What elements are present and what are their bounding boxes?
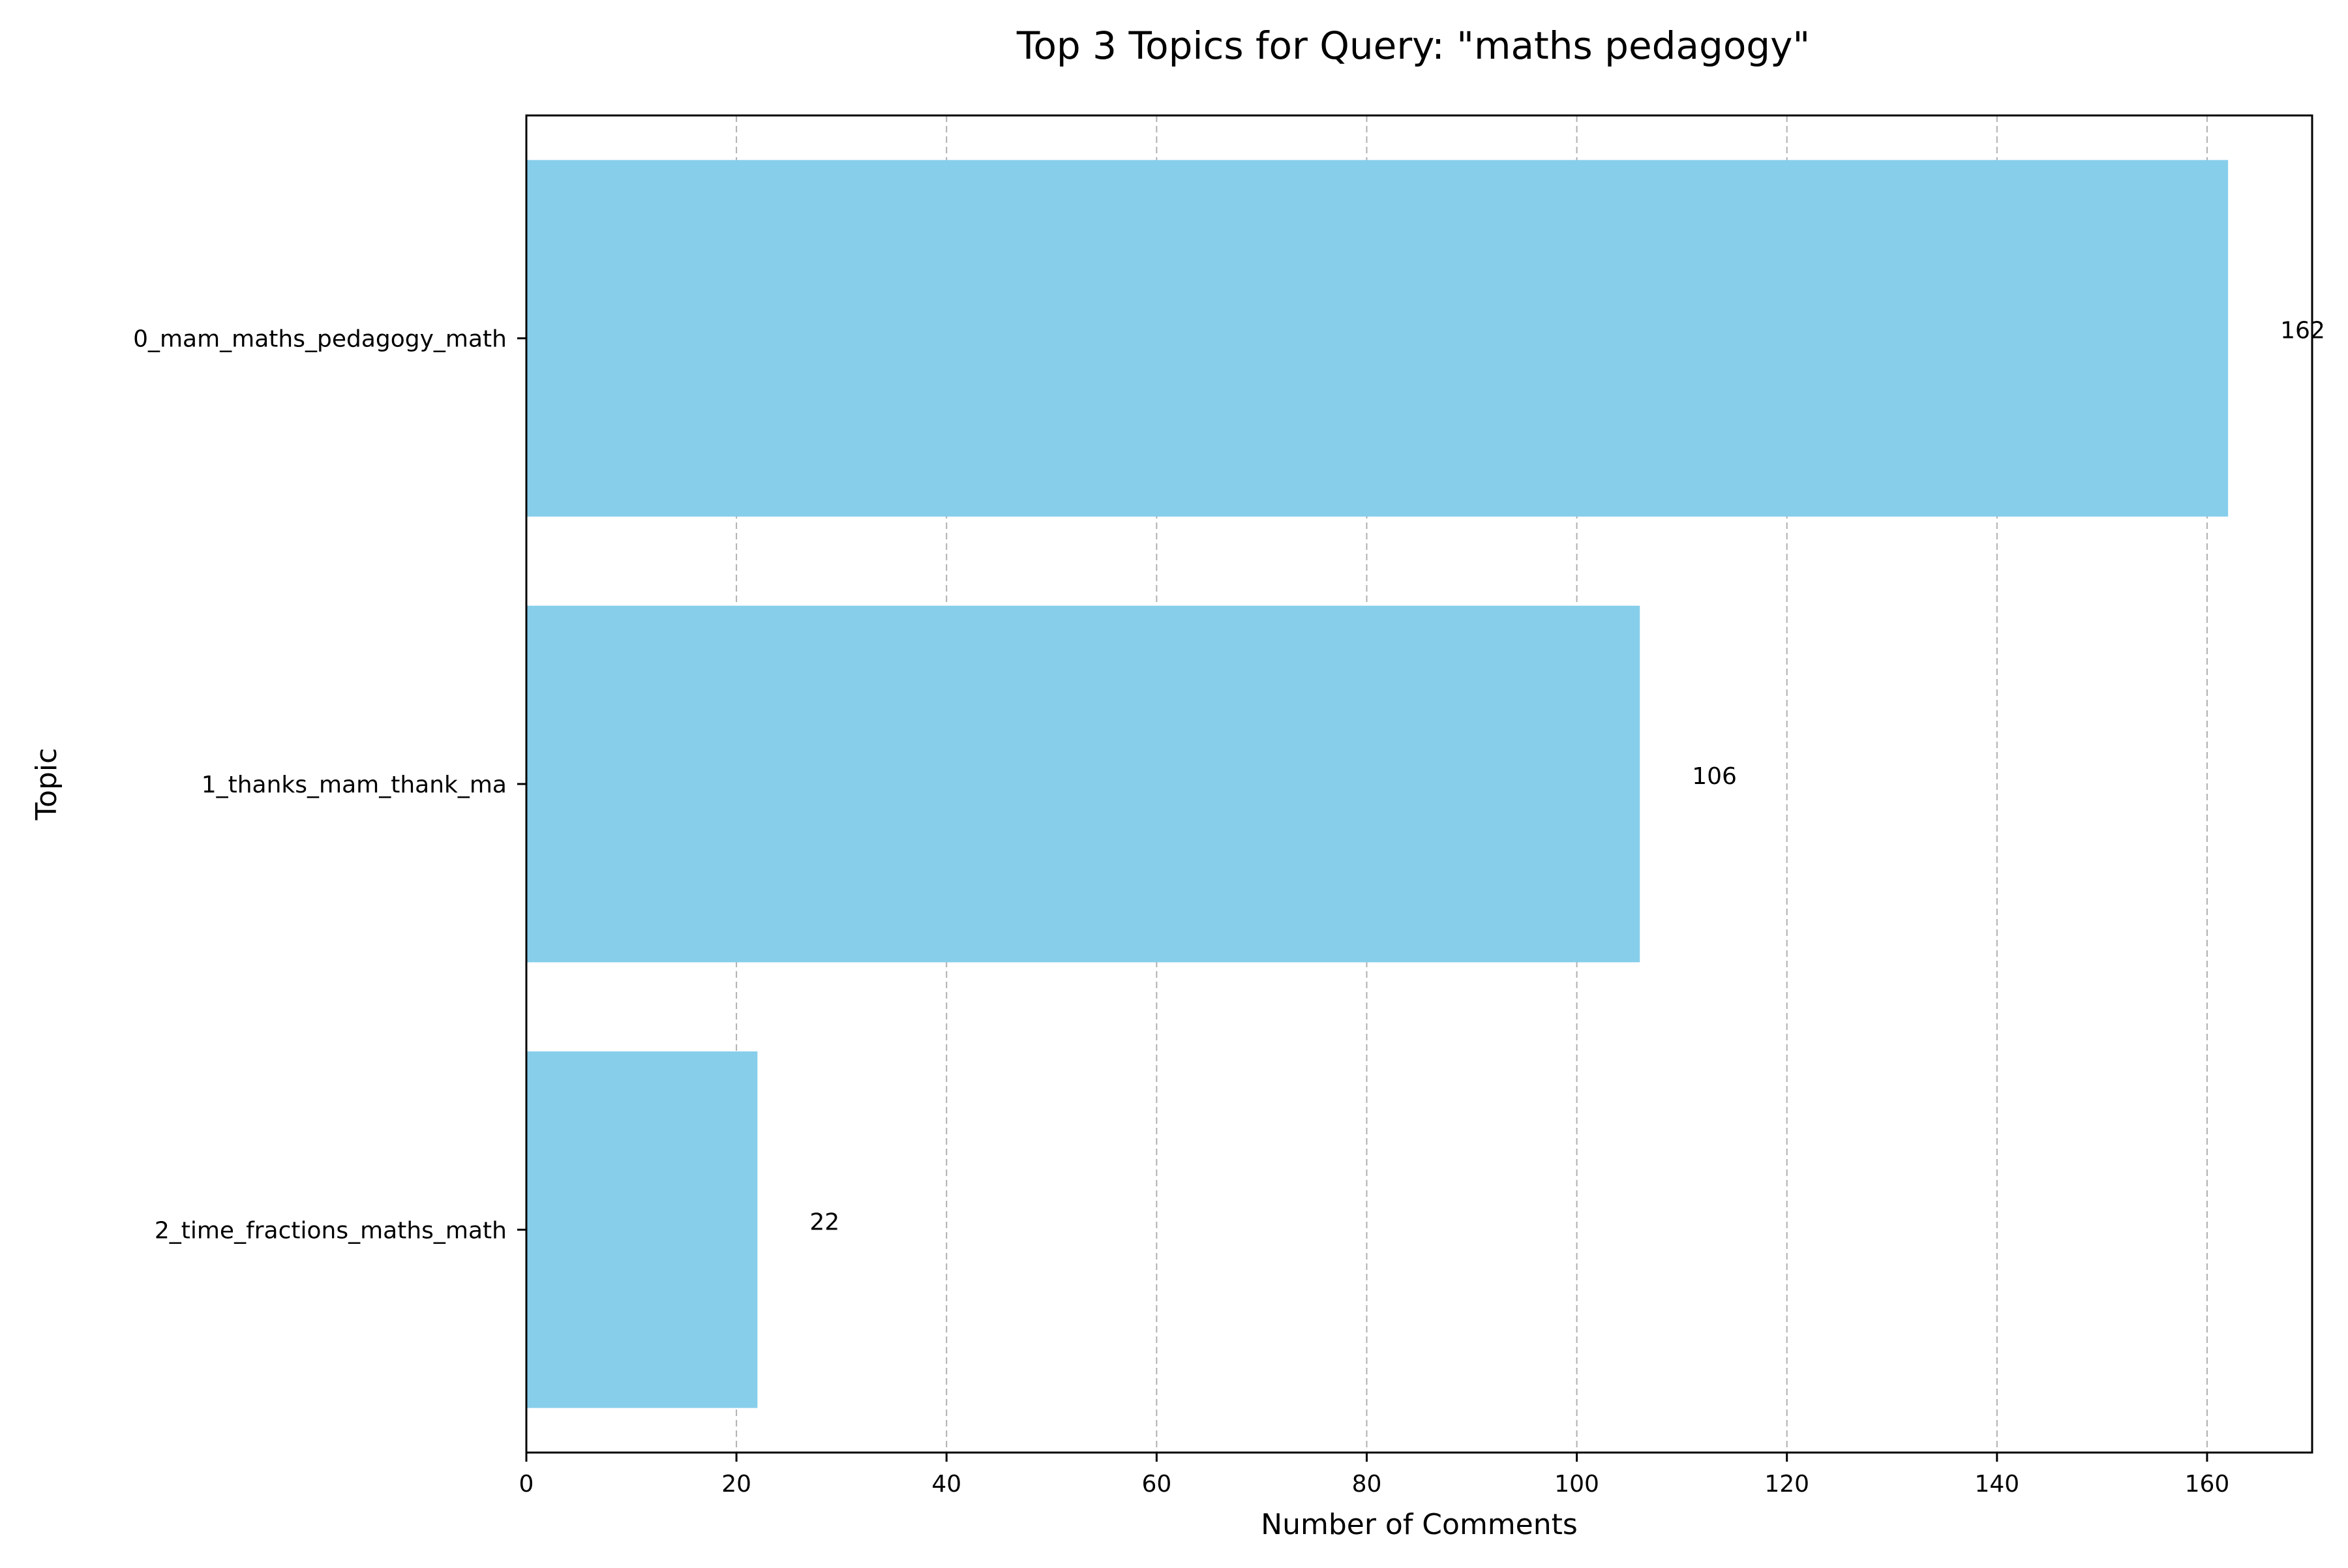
x-tick-label: 160 bbox=[2185, 1471, 2230, 1498]
y-tick-label: 1_thanks_mam_thank_ma bbox=[202, 772, 507, 798]
x-tick-label: 80 bbox=[1352, 1471, 1382, 1498]
x-tick-label: 140 bbox=[1974, 1471, 2019, 1498]
y-tick-label: 0_mam_maths_pedagogy_math bbox=[133, 326, 507, 353]
x-tick-label: 60 bbox=[1141, 1471, 1171, 1498]
bar-1 bbox=[526, 605, 1640, 963]
x-tick-label: 0 bbox=[519, 1471, 534, 1498]
bar-2 bbox=[526, 1051, 758, 1408]
x-tick-label: 120 bbox=[1764, 1471, 1809, 1498]
y-tick-label: 2_time_fractions_maths_math bbox=[155, 1217, 507, 1244]
x-tick-label: 40 bbox=[931, 1471, 961, 1498]
data-label: 162 bbox=[2280, 318, 2325, 344]
chart-title: Top 3 Topics for Query: "maths pedagogy" bbox=[1016, 23, 1810, 68]
x-tick-label: 20 bbox=[721, 1471, 751, 1498]
x-axis-ticks: 0 20 40 60 80 100 120 140 160 bbox=[519, 1453, 2230, 1498]
bars bbox=[526, 160, 2229, 1408]
data-label: 22 bbox=[809, 1209, 839, 1235]
y-axis-label: Topic bbox=[30, 748, 63, 821]
data-label: 106 bbox=[1692, 763, 1737, 790]
x-axis-label: Number of Comments bbox=[1261, 1508, 1578, 1541]
y-axis-ticks: 0_mam_maths_pedagogy_math 1_thanks_mam_th… bbox=[133, 326, 526, 1244]
data-labels: 162 106 22 bbox=[809, 318, 2325, 1236]
x-tick-label: 100 bbox=[1554, 1471, 1599, 1498]
bar-0 bbox=[526, 160, 2229, 517]
